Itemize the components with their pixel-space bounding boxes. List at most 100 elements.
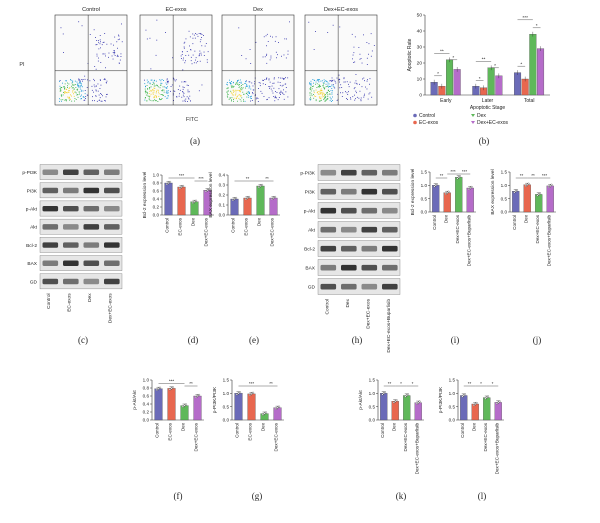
flow-dot — [72, 87, 74, 88]
x-tick-label: Control — [231, 218, 236, 233]
flow-dot — [329, 93, 331, 95]
flow-frame — [221, 14, 295, 106]
flow-dot — [323, 79, 325, 81]
bar — [234, 393, 243, 421]
flow-dot — [186, 51, 188, 52]
flow-dot — [68, 88, 70, 89]
flow-dot — [273, 77, 275, 79]
flow-dot — [183, 57, 184, 59]
flow-dot — [81, 79, 83, 80]
flow-dot — [201, 84, 203, 86]
flow-dot — [156, 84, 157, 86]
flow-dot — [150, 68, 152, 70]
flow-dot — [279, 84, 281, 86]
flow-dot — [91, 85, 93, 87]
flow-dot — [60, 88, 61, 90]
flow-dot — [326, 86, 328, 87]
flow-dot — [267, 41, 269, 42]
flow-dot — [197, 61, 199, 62]
flow-dots — [226, 21, 290, 102]
flow-dot — [262, 56, 264, 58]
flow-dot — [62, 99, 64, 101]
flow-dot — [269, 86, 271, 88]
flow-dot — [147, 93, 148, 95]
flow-dot — [167, 82, 169, 84]
flow-dot — [233, 99, 234, 100]
x-axis-label: Apoptotic Stage — [470, 105, 506, 111]
data-point — [248, 195, 251, 198]
data-point — [487, 395, 490, 398]
flow-dot — [246, 85, 247, 87]
flow-dot — [231, 97, 233, 99]
flow-dot — [309, 99, 311, 101]
flow-dot — [64, 83, 66, 85]
flow-dot — [231, 94, 233, 96]
flow-dot — [79, 83, 81, 84]
blot-band — [42, 205, 59, 212]
flow-dot — [164, 86, 166, 88]
flow-dot — [194, 37, 196, 39]
flow-dot — [149, 98, 150, 100]
bar — [247, 393, 256, 421]
panel-label: (e) — [249, 335, 259, 345]
flow-dot — [240, 95, 242, 97]
flow-dot — [359, 90, 361, 92]
flow-dot — [230, 83, 232, 85]
flow-dot — [197, 35, 199, 37]
flow-dot — [67, 96, 69, 98]
flow-dot — [319, 100, 321, 102]
panel-label: (h) — [352, 335, 363, 345]
flow-dot — [309, 98, 311, 100]
flow-dot — [370, 55, 372, 57]
flow-dot — [183, 47, 185, 49]
sig-label: ** — [531, 173, 535, 178]
flow-dot — [278, 42, 279, 43]
flow-dot — [353, 88, 355, 90]
blot-band — [104, 205, 120, 212]
flow-dot — [319, 85, 320, 87]
flow-dot — [315, 96, 317, 97]
flow-dot — [226, 95, 228, 97]
flow-dot — [71, 85, 72, 87]
flow-dot — [155, 96, 157, 98]
flow-dot — [159, 79, 161, 81]
flow-dot — [362, 78, 363, 80]
flow-dot — [336, 77, 338, 79]
flow-dot — [233, 94, 235, 96]
flow-dot — [200, 33, 201, 35]
data-point — [495, 402, 498, 405]
flow-dot — [94, 66, 96, 67]
flow-dot — [193, 34, 195, 36]
flow-dot — [117, 55, 119, 57]
blot-h: p-PI3K PI3K p-Akt Akt Bcl-2 BAX GD Control Dex De… — [300, 164, 401, 353]
flow-dot — [187, 85, 189, 86]
flow-dot — [73, 84, 75, 86]
flow-dot — [310, 84, 312, 86]
chart-k: 0.0 0.5 1.0 1.5 p-Akt/Akt Control Dex Dex+EC-ex… — [358, 378, 424, 474]
flow-dot — [327, 94, 329, 96]
flow-dot — [99, 39, 101, 41]
bar — [494, 402, 502, 421]
flow-dot — [337, 93, 339, 95]
flow-dot — [277, 81, 279, 83]
flow-dot — [83, 99, 85, 101]
y-tick-label: 1.0 — [153, 173, 160, 178]
flow-dot — [195, 62, 197, 64]
flow-dot — [150, 89, 152, 91]
flow-dot — [199, 53, 201, 55]
flow-dot — [320, 90, 322, 91]
flow-dot — [204, 45, 206, 47]
flow-dot — [182, 91, 184, 93]
data-point — [195, 199, 198, 202]
flow-dot — [206, 59, 208, 61]
flow-dot — [360, 97, 362, 99]
data-point — [513, 191, 516, 194]
flow-dot — [87, 95, 89, 96]
data-point — [233, 198, 236, 200]
flow-dot — [70, 79, 71, 80]
flow-dot — [114, 55, 116, 56]
flow-dot — [152, 92, 154, 94]
flow-dot — [239, 82, 241, 83]
data-point — [165, 183, 168, 186]
flow-dot — [149, 82, 151, 84]
